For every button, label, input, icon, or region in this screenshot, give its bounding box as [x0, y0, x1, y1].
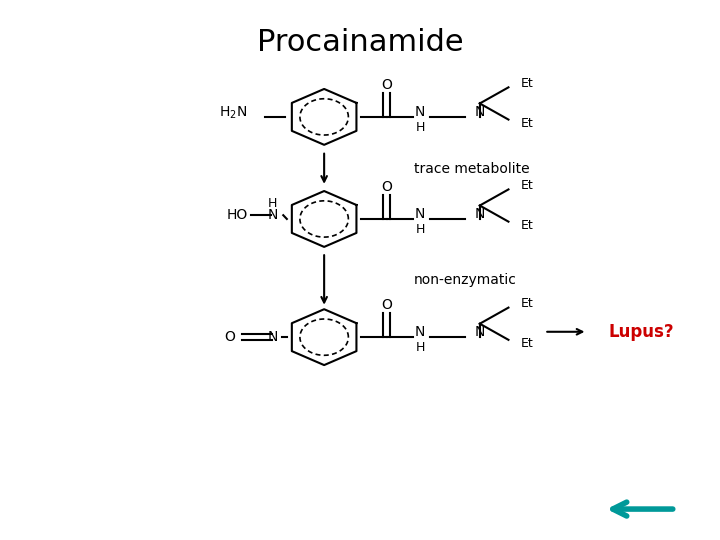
Text: N: N [415, 207, 426, 221]
Text: N: N [415, 105, 426, 118]
Text: H: H [268, 198, 277, 211]
Text: N: N [474, 325, 485, 339]
Text: N: N [267, 208, 278, 222]
Text: Lupus?: Lupus? [609, 323, 675, 341]
Text: H: H [415, 121, 425, 134]
Text: Et: Et [521, 117, 534, 130]
Text: Et: Et [521, 219, 534, 232]
Text: N: N [267, 330, 278, 344]
Text: Et: Et [521, 337, 534, 350]
Text: H: H [415, 341, 425, 354]
Text: O: O [224, 330, 235, 344]
Text: HO: HO [226, 208, 248, 222]
Text: H$_2$N: H$_2$N [220, 104, 248, 121]
Text: N: N [415, 325, 426, 339]
Text: O: O [381, 298, 392, 312]
Text: non-enzymatic: non-enzymatic [414, 273, 517, 287]
Text: Et: Et [521, 298, 534, 310]
Text: H: H [415, 223, 425, 236]
Text: Et: Et [521, 179, 534, 192]
Text: O: O [381, 180, 392, 194]
Text: trace metabolite: trace metabolite [414, 162, 529, 176]
Text: O: O [381, 78, 392, 92]
Text: N: N [474, 105, 485, 118]
Text: Procainamide: Procainamide [257, 28, 463, 57]
Text: N: N [474, 207, 485, 221]
Text: Et: Et [521, 77, 534, 90]
